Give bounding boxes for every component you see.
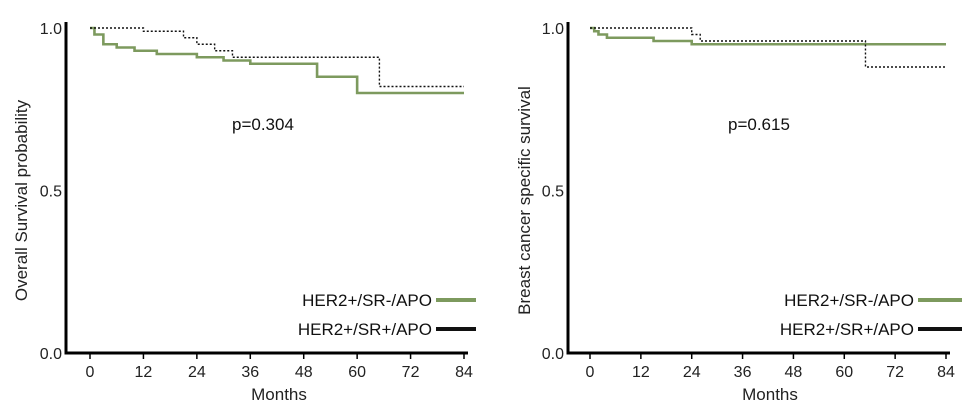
x-axis-title: Months [742,385,798,404]
x-tick-label: 24 [683,364,701,381]
x-tick-label: 36 [241,364,259,381]
y-axis-title: Breast cancer specific survival [515,86,534,315]
y-tick-label: 0.5 [40,184,62,201]
x-tick-label: 48 [785,364,803,381]
legend-label: HER2+/SR+/APO [298,320,432,339]
chart-panel-1: 0 12 24 36 48 60 72 84 0.0 0.5 1.0 Months Overall Su… [12,21,476,404]
survival-curve-sr-pos [590,27,946,68]
p-value-annotation: p=0.615 [728,115,790,134]
legend-label: HER2+/SR-/APO [302,291,432,310]
y-tick-label: 1.0 [542,21,564,38]
survival-curve-sr-pos [90,27,464,88]
y-axis-title: Overall Survival probability [12,99,31,301]
x-axis-title: Months [251,385,307,404]
x-tick-label: 12 [135,364,153,381]
x-tick-label: 72 [402,364,420,381]
survival-curve-sr-neg [90,26,464,95]
y-tick-label: 1.0 [40,21,62,38]
y-tick-label: 0.0 [40,346,62,363]
x-tick-label: 84 [937,364,955,381]
x-tick-label: 24 [188,364,206,381]
chart-panel-2: 0 12 24 36 48 60 72 84 0.0 0.5 1.0 Months Breast can… [515,21,962,404]
p-value-annotation: p=0.304 [232,115,294,134]
survival-curve-sr-neg [590,26,946,46]
x-tick-label: 48 [295,364,313,381]
x-tick-label: 72 [886,364,904,381]
y-tick-label: 0.5 [542,184,564,201]
x-tick-label: 60 [348,364,366,381]
x-tick-label: 12 [632,364,650,381]
legend-label: HER2+/SR+/APO [780,320,914,339]
y-tick-label: 0.0 [542,346,564,363]
x-tick-label: 0 [586,364,595,381]
legend-label: HER2+/SR-/APO [784,291,914,310]
x-tick-label: 36 [734,364,752,381]
x-tick-label: 0 [86,364,95,381]
x-tick-label: 60 [835,364,853,381]
x-tick-label: 84 [455,364,473,381]
